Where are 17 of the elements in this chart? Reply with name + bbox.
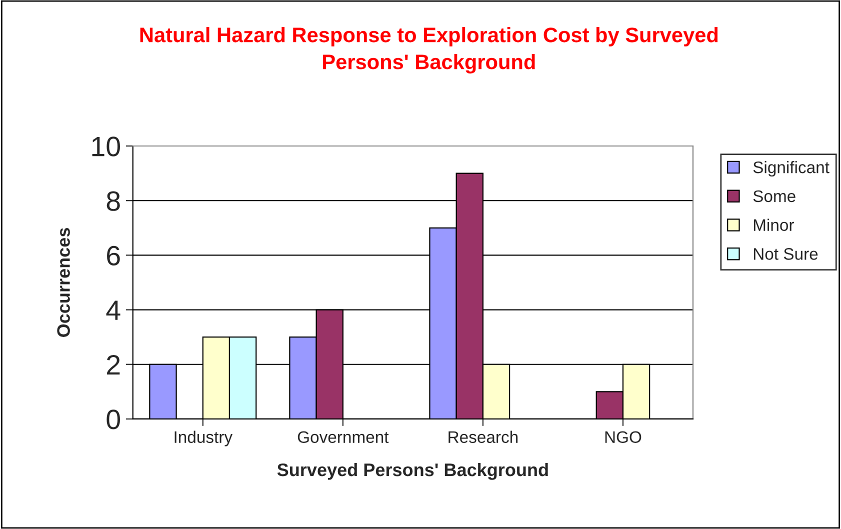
y-tick-label: 8 <box>106 191 120 211</box>
y-tick-label: 2 <box>107 355 120 374</box>
x-axis-title: Surveyed Persons' Background <box>277 462 548 480</box>
y-axis-title: Occurrences <box>57 228 70 337</box>
chart-title: Natural Hazard Response to Exploration Cost by Surveyed Persons' Background <box>140 27 718 74</box>
legend-label: Minor <box>754 218 794 231</box>
legend-label: Significant <box>753 161 830 177</box>
x-tick-label: Research <box>448 430 518 444</box>
y-tick-label: 4 <box>106 300 120 320</box>
y-tick-label: 6 <box>107 246 120 266</box>
x-tick-label: Industry <box>174 430 233 446</box>
legend-label: Not Sure <box>754 248 818 260</box>
x-tick-label: NGO <box>605 431 642 444</box>
x-tick-label: Government <box>298 431 389 444</box>
y-tick-label: 10 <box>92 136 120 156</box>
legend-label: Some <box>753 190 796 202</box>
y-tick-label: 0 <box>106 410 120 430</box>
